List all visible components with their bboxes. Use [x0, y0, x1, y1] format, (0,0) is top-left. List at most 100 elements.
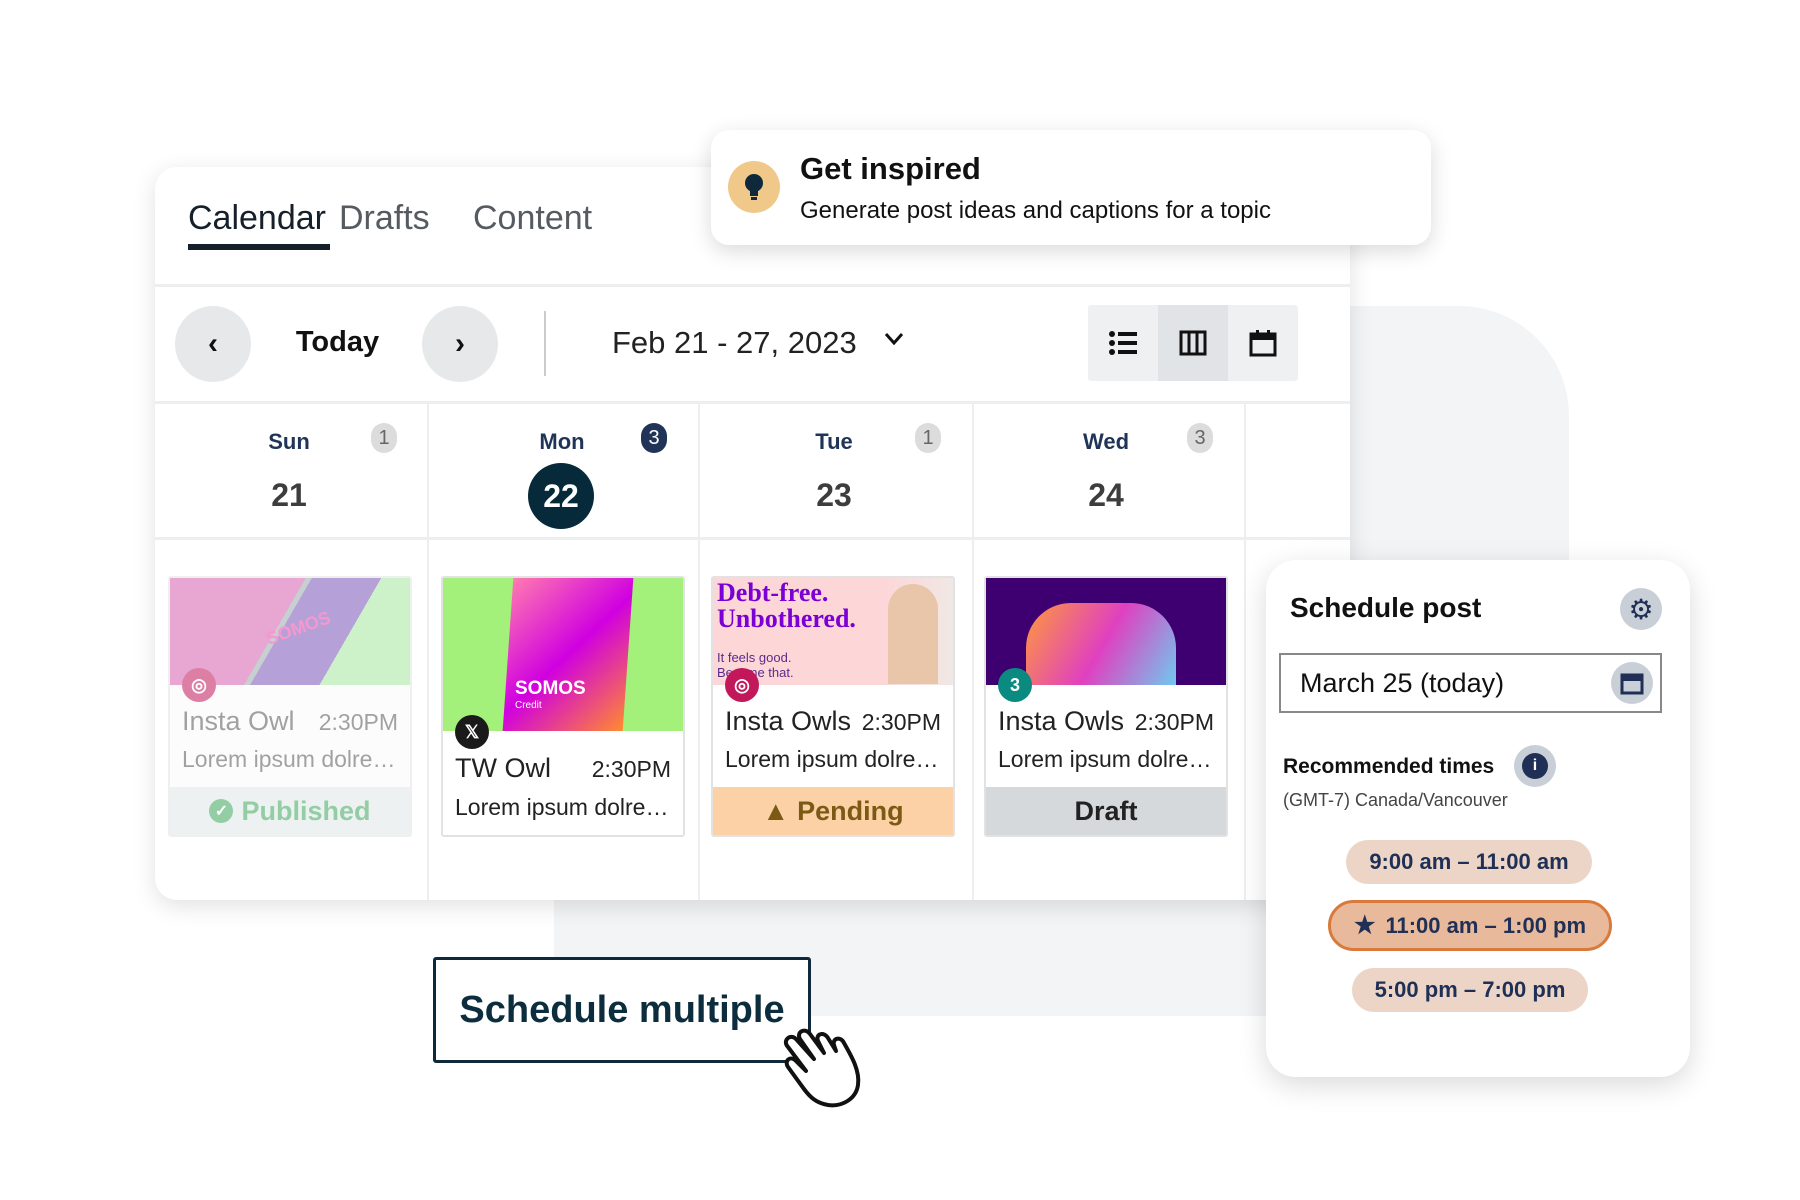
- next-week-button[interactable]: ›: [422, 306, 498, 382]
- status-label: Published: [241, 795, 371, 826]
- month-view-button[interactable]: [1228, 305, 1298, 381]
- post-image: SOMOS Credit: [443, 578, 683, 731]
- post-account: Insta Owls: [725, 706, 852, 736]
- post-account: Insta Owl: [182, 706, 295, 736]
- star-icon: ★: [1353, 912, 1376, 939]
- inspire-subtitle: Generate post ideas and captions for a t…: [800, 197, 1271, 224]
- columns-icon: [1179, 330, 1207, 356]
- time-slot-label: 11:00 am – 1:00 pm: [1385, 912, 1587, 938]
- divider: [155, 284, 1350, 287]
- post-count-badge: 3: [1187, 423, 1213, 453]
- today-day-number[interactable]: 22: [528, 463, 594, 529]
- post-image: Debt-free. Unbothered. It feels good. Be…: [713, 578, 953, 685]
- lightbulb-icon: [728, 161, 780, 213]
- post-time: 2:30PM: [1134, 709, 1214, 735]
- post-image: SOMOS: [170, 578, 410, 685]
- column-divider: [972, 403, 974, 900]
- tab-calendar[interactable]: Calendar: [188, 199, 326, 237]
- active-tab-indicator: [188, 244, 330, 250]
- settings-button[interactable]: ⚙: [1620, 588, 1662, 630]
- post-card[interactable]: Debt-free. Unbothered. It feels good. Be…: [711, 576, 955, 837]
- calendar-icon: [1249, 330, 1277, 357]
- time-slot-label: 9:00 am – 11:00 am: [1369, 849, 1569, 874]
- week-view-button[interactable]: [1158, 305, 1228, 381]
- image-text: SOMOS: [515, 678, 586, 699]
- info-icon: i: [1522, 753, 1548, 779]
- chevron-right-icon: ›: [455, 327, 465, 360]
- time-slot[interactable]: 5:00 pm – 7:00 pm: [1352, 968, 1588, 1012]
- post-card[interactable]: SOMOS ◎ Insta Owl 2:30PM Lorem ipsum dol…: [168, 576, 412, 837]
- post-time: 2:30PM: [318, 709, 398, 735]
- hand-cursor-icon: [783, 1028, 861, 1108]
- status-label: Draft: [1074, 795, 1138, 826]
- time-slot-label: 5:00 pm – 7:00 pm: [1374, 977, 1566, 1002]
- date-value: March 25 (today): [1300, 667, 1505, 698]
- post-count-badge: 1: [371, 423, 397, 453]
- post-image: [986, 578, 1226, 685]
- post-time: 2:30PM: [591, 756, 671, 782]
- time-slot[interactable]: 9:00 am – 11:00 am: [1346, 840, 1592, 884]
- inspire-title: Get inspired: [800, 151, 981, 186]
- schedule-title: Schedule post: [1290, 592, 1482, 623]
- post-account: Insta Owls: [998, 706, 1125, 736]
- list-view-button[interactable]: [1088, 305, 1158, 381]
- warning-icon: ▲: [762, 795, 790, 826]
- post-card[interactable]: 3 Insta Owls 2:30PM Lorem ipsum dolrem… …: [984, 576, 1228, 837]
- column-divider: [698, 403, 700, 900]
- image-text: Debt-free. Unbothered.: [717, 578, 856, 633]
- divider: [155, 537, 1350, 540]
- column-divider: [427, 403, 429, 900]
- status-draft: Draft: [986, 787, 1226, 835]
- divider: [155, 401, 1350, 404]
- prev-week-button[interactable]: ‹: [175, 306, 251, 382]
- calendar-icon: [1620, 673, 1644, 695]
- x-twitter-icon: 𝕏: [455, 715, 489, 749]
- today-button[interactable]: Today: [295, 326, 380, 358]
- column-divider: [1244, 403, 1246, 900]
- post-count-badge: 1: [915, 423, 941, 453]
- instagram-icon: ◎: [182, 668, 216, 702]
- chevron-down-icon[interactable]: [883, 331, 905, 347]
- gear-icon: ⚙: [1628, 593, 1654, 625]
- status-pending: ▲ Pending: [713, 787, 953, 835]
- tab-content[interactable]: Content: [473, 199, 593, 237]
- time-slot-best[interactable]: ★ 11:00 am – 1:00 pm: [1328, 900, 1612, 951]
- day-name: Sun: [268, 429, 310, 454]
- date-range-label[interactable]: Feb 21 - 27, 2023: [612, 325, 857, 360]
- network-count-badge: 3: [998, 668, 1032, 702]
- image-subtext: Credit: [515, 700, 542, 711]
- recommended-times-label: Recommended times: [1283, 755, 1495, 778]
- chevron-left-icon: ‹: [208, 327, 218, 360]
- post-text: Lorem ipsum dolre…: [182, 746, 396, 772]
- post-account: TW Owl: [455, 753, 551, 783]
- get-inspired-card[interactable]: Get inspired Generate post ideas and cap…: [711, 130, 1431, 245]
- post-time: 2:30PM: [861, 709, 941, 735]
- day-name: Mon: [539, 429, 585, 454]
- post-text: Lorem ipsum dolrem…: [998, 746, 1220, 772]
- day-number[interactable]: 23: [816, 477, 852, 513]
- list-icon: [1109, 331, 1137, 355]
- post-text: Lorem ipsum dolre…: [725, 746, 939, 772]
- day-number[interactable]: 21: [271, 477, 307, 513]
- divider: [544, 311, 546, 376]
- post-count-badge: 3: [641, 423, 667, 453]
- instagram-icon: ◎: [725, 668, 759, 702]
- day-number[interactable]: 24: [1088, 477, 1124, 513]
- status-label: Pending: [797, 795, 904, 826]
- tab-drafts[interactable]: Drafts: [339, 199, 430, 237]
- open-calendar-button[interactable]: [1611, 662, 1653, 704]
- schedule-post-panel: Schedule post ⚙ March 25 (today) Recomme…: [1266, 560, 1690, 1077]
- date-input[interactable]: March 25 (today): [1279, 653, 1662, 713]
- day-name: Tue: [815, 429, 853, 454]
- post-text: Lorem ipsum dolre…: [455, 794, 669, 820]
- info-button[interactable]: i: [1514, 745, 1556, 787]
- schedule-multiple-button[interactable]: Schedule multiple: [433, 957, 811, 1063]
- view-toggle: [1088, 305, 1298, 381]
- calendar-panel: Calendar Drafts Content ‹ Today › Feb 21…: [155, 167, 1350, 900]
- person-photo: [888, 584, 938, 684]
- post-card[interactable]: SOMOS Credit 𝕏 TW Owl 2:30PM Lorem ipsum…: [441, 576, 685, 837]
- status-published: ✓ Published: [170, 787, 410, 835]
- day-name: Wed: [1082, 429, 1130, 454]
- timezone-label: (GMT-7) Canada/Vancouver: [1283, 790, 1508, 810]
- image-text: SOMOS: [263, 607, 334, 649]
